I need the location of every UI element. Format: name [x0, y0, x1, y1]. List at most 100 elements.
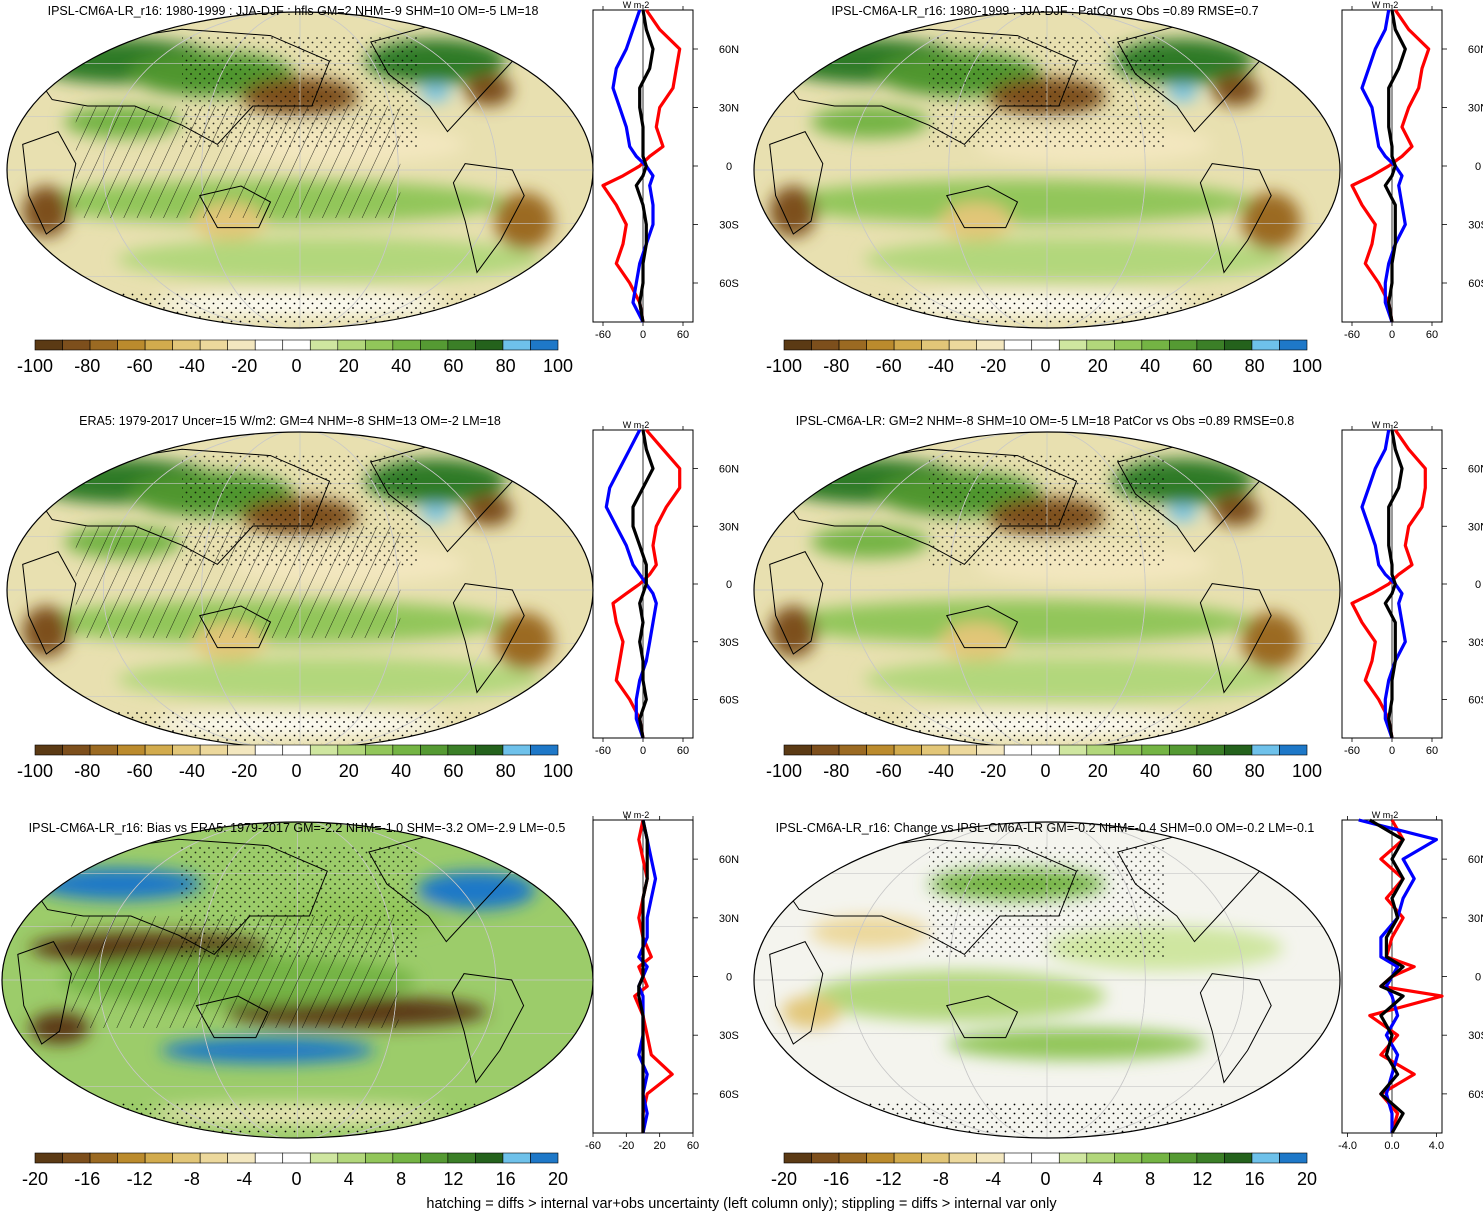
zonal-series-red [601, 9, 682, 323]
field-blob [811, 106, 929, 138]
colorbar-swatch [976, 1152, 1005, 1164]
zonal-series-red [611, 428, 682, 739]
x-tick-label: 0 [1389, 329, 1395, 341]
colorbar-tick: -60 [876, 761, 902, 781]
colorbar-swatch [1279, 339, 1308, 351]
x-tick-label: -60 [1344, 745, 1360, 757]
lat-tick-label: 60N [1468, 854, 1483, 866]
stippling [64, 291, 536, 324]
colorbar-swatch [337, 339, 366, 351]
colorbar-tick: -16 [823, 1169, 849, 1189]
lat-tick-label: 30N [1468, 521, 1483, 533]
stippling [811, 711, 1283, 744]
lat-tick-label: 30S [1468, 220, 1483, 232]
colorbar-tick: 0 [1040, 356, 1050, 376]
x-tick-label: 0.0 [1384, 1140, 1399, 1152]
colorbar-swatch [1169, 744, 1198, 756]
colorbar-swatch [1086, 1152, 1115, 1164]
colorbar-tick: -4 [985, 1169, 1001, 1189]
colorbar-swatch [1031, 1152, 1060, 1164]
lat-tick-label: 60S [719, 695, 739, 707]
x-tick-label: 60 [687, 1140, 699, 1152]
colorbar-swatch [254, 339, 284, 351]
lat-tick-label: 30N [719, 913, 739, 925]
colorbar-tick: 8 [396, 1169, 406, 1189]
map-field [7, 12, 593, 328]
colorbar-tick: 60 [443, 356, 463, 376]
colorbar-swatch [893, 339, 922, 351]
colorbar-swatch [1196, 1152, 1225, 1164]
colorbar-swatch [948, 339, 977, 351]
colorbar-swatch [866, 744, 895, 756]
zonal-series-blue [1360, 9, 1407, 323]
colorbar-tick: 0 [1040, 1169, 1050, 1189]
colorbar-swatch [34, 1152, 63, 1164]
colorbar-swatch [1224, 744, 1253, 756]
field-blob [1241, 612, 1301, 670]
meridian-line [849, 12, 1245, 328]
x-tick-label: 60 [1426, 745, 1438, 757]
colorbar-swatch [282, 744, 311, 756]
colorbar-tick: -80 [74, 761, 100, 781]
colorbar-swatch [144, 1152, 173, 1164]
coastline [452, 583, 525, 694]
zonal-units: W m-2 [623, 420, 650, 430]
colorbar-swatch [227, 339, 256, 351]
zonal-units: W m-2 [623, 810, 650, 820]
colorbar-swatch [365, 1152, 394, 1164]
colorbar-tick: 60 [1192, 356, 1212, 376]
field-blob [465, 74, 513, 106]
colorbar-tick: -100 [17, 356, 53, 376]
lat-tick-label: 30S [1468, 637, 1483, 649]
field-blob [811, 970, 1106, 1022]
colorbar-tick: -60 [876, 356, 902, 376]
colorbar-tick: -20 [22, 1169, 48, 1189]
lat-tick-label: 30S [719, 1030, 739, 1042]
coastline [452, 163, 525, 274]
coastline [1199, 973, 1272, 1084]
colorbar-swatch [309, 339, 339, 351]
field-blob [465, 494, 513, 526]
colorbar-swatch [811, 744, 840, 756]
colorbar-tick: 0 [291, 356, 301, 376]
colorbar-tick: -60 [127, 356, 153, 376]
lat-tick-label: 0 [726, 579, 732, 591]
lat-tick-label: 60N [719, 44, 739, 56]
colorbar-swatch [172, 339, 201, 351]
meridian-line [849, 432, 1245, 748]
colorbar-swatch [144, 744, 173, 756]
colorbar-tick: 40 [391, 356, 411, 376]
colorbar-swatch [199, 339, 228, 351]
field-blob [781, 996, 841, 1028]
field-blob [416, 871, 536, 910]
x-tick-label: -60 [595, 329, 611, 341]
colorbar-swatch [893, 744, 922, 756]
x-tick-label: 60 [1426, 329, 1438, 341]
zonal-mean-plot-1: -60 0 60 60N 30N 0 30S 60S W m-2 [592, 0, 739, 341]
colorbar-swatch [1086, 339, 1115, 351]
colorbar-tick: -8 [184, 1169, 200, 1189]
colorbar-swatch [282, 339, 311, 351]
field-blob [864, 237, 1289, 282]
colorbar-swatch [117, 744, 146, 756]
lat-tick-label: 0 [1475, 972, 1481, 984]
field-blob [940, 202, 1012, 241]
colorbar-tick: -80 [823, 356, 849, 376]
colorbar-tick: 80 [1245, 761, 1265, 781]
colorbar-swatch [1279, 744, 1308, 756]
field-blob [35, 868, 203, 900]
meridian-line [948, 822, 1146, 1138]
colorbar-tick: -12 [127, 1169, 153, 1189]
map-panel-6: IPSL-CM6A-LR_r16: Change vs IPSL-CM6A-LR… [753, 821, 1341, 1139]
colorbar-swatch [447, 1152, 476, 1164]
stippling [811, 291, 1283, 324]
coastline [945, 185, 1019, 229]
colorbar-swatch [1031, 744, 1060, 756]
colorbar-tick: -40 [928, 761, 954, 781]
colorbar-swatch [838, 339, 867, 351]
colorbar-3: -100 -80 -60 -40 -20 0 20 40 60 80 100 [17, 744, 573, 781]
colorbar-swatch [227, 744, 256, 756]
colorbar-swatch [227, 1152, 256, 1164]
colorbar-swatch [420, 1152, 449, 1164]
lat-tick-label: 30N [1468, 913, 1483, 925]
